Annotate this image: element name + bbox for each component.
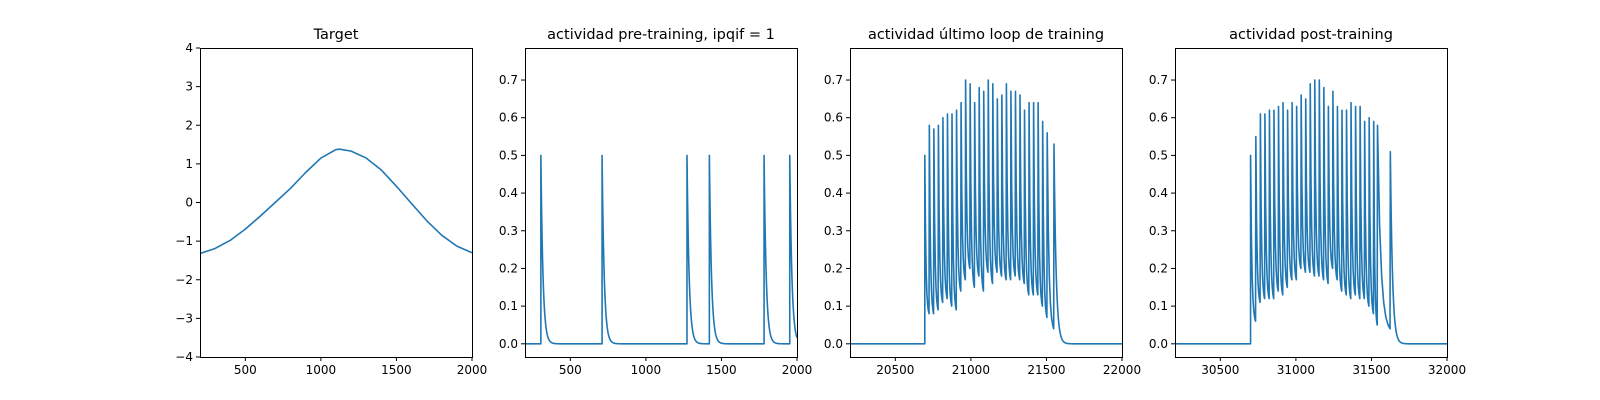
- x-tick-label: 22000: [1103, 363, 1141, 377]
- subplot-title: actividad post-training: [1229, 27, 1393, 43]
- x-tick-label: 32000: [1428, 363, 1466, 377]
- y-tick-label: −2: [175, 273, 193, 287]
- y-tick-label: 0.0: [499, 337, 518, 351]
- y-tick-label: 0.6: [499, 111, 518, 125]
- series-line: [525, 154, 797, 345]
- x-tick-label: 1500: [381, 363, 412, 377]
- y-tick-label: 0.1: [824, 299, 843, 313]
- y-tick-label: 0.0: [824, 337, 843, 351]
- y-tick-label: 0.4: [1149, 186, 1168, 200]
- y-tick-label: 0.7: [1149, 73, 1168, 87]
- y-tick-label: 0.2: [824, 261, 843, 275]
- subplot-target: Target 500 1000 1500 2000 −4 −3 −2 −1 0 1 2 3 4: [175, 27, 487, 377]
- y-tick-label: −3: [175, 311, 193, 325]
- series-line: [850, 79, 1122, 345]
- subplot-pre-training: actividad pre-training, ipqif = 1 500 100…: [499, 27, 812, 377]
- y-axis-ticks: −4 −3 −2 −1 0 1 2 3 4: [175, 41, 200, 364]
- subplot-title: actividad pre-training, ipqif = 1: [547, 27, 775, 43]
- y-tick-label: 0.6: [1149, 111, 1168, 125]
- y-tick-label: 0.0: [1149, 337, 1168, 351]
- y-tick-label: 0.5: [1149, 148, 1168, 162]
- y-axis-ticks: 0.0 0.1 0.2 0.3 0.4 0.5 0.6 0.7: [499, 73, 525, 351]
- y-tick-label: 0.1: [1149, 299, 1168, 313]
- y-tick-label: 2: [185, 118, 193, 132]
- y-tick-label: 0: [185, 196, 193, 210]
- y-tick-label: 0.3: [824, 224, 843, 238]
- x-axis-ticks: 500 1000 1500 2000: [234, 357, 487, 377]
- y-tick-label: 1: [185, 157, 193, 171]
- y-tick-label: 0.5: [824, 148, 843, 162]
- x-tick-label: 21000: [952, 363, 990, 377]
- y-tick-label: −1: [175, 234, 193, 248]
- y-tick-label: 0.6: [824, 111, 843, 125]
- y-axis-ticks: 0.0 0.1 0.2 0.3 0.4 0.5 0.6 0.7: [824, 73, 850, 351]
- plot-frame: [525, 48, 798, 358]
- x-axis-ticks: 20500 21000 21500 22000: [876, 357, 1141, 377]
- x-tick-label: 20500: [876, 363, 914, 377]
- subplot-last-training-loop: actividad último loop de training 20500 2…: [824, 27, 1141, 377]
- subplot-title: actividad último loop de training: [868, 27, 1104, 43]
- y-tick-label: 0.3: [499, 224, 518, 238]
- x-tick-label: 500: [559, 363, 582, 377]
- x-axis-ticks: 30500 31000 31500 32000: [1201, 357, 1466, 377]
- x-tick-label: 30500: [1201, 363, 1239, 377]
- x-tick-label: 1000: [631, 363, 662, 377]
- y-tick-label: 0.4: [824, 186, 843, 200]
- y-tick-label: 0.1: [499, 299, 518, 313]
- y-tick-label: −4: [175, 350, 193, 364]
- y-tick-label: 0.3: [1149, 224, 1168, 238]
- x-tick-label: 2000: [782, 363, 813, 377]
- y-tick-label: 0.7: [824, 73, 843, 87]
- x-tick-label: 1000: [306, 363, 337, 377]
- plot-frame: [1175, 48, 1448, 358]
- y-tick-label: 0.2: [1149, 261, 1168, 275]
- y-tick-label: 4: [185, 41, 193, 55]
- y-tick-label: 3: [185, 80, 193, 94]
- y-tick-label: 0.5: [499, 148, 518, 162]
- x-tick-label: 31000: [1277, 363, 1315, 377]
- series-line: [200, 148, 472, 255]
- plot-frame: [200, 48, 473, 358]
- x-tick-label: 1500: [706, 363, 737, 377]
- x-axis-ticks: 500 1000 1500 2000: [559, 357, 812, 377]
- y-tick-label: 0.4: [499, 186, 518, 200]
- y-axis-ticks: 0.0 0.1 0.2 0.3 0.4 0.5 0.6 0.7: [1149, 73, 1175, 351]
- subplot-title: Target: [313, 27, 359, 43]
- x-tick-label: 31500: [1352, 363, 1390, 377]
- subplot-post-training: actividad post-training 30500 31000 31500 3…: [1149, 27, 1466, 377]
- series-line: [1175, 79, 1447, 345]
- y-tick-label: 0.2: [499, 261, 518, 275]
- x-tick-label: 21500: [1027, 363, 1065, 377]
- x-tick-label: 500: [234, 363, 257, 377]
- x-tick-label: 2000: [457, 363, 488, 377]
- plot-frame: [850, 48, 1123, 358]
- y-tick-label: 0.7: [499, 73, 518, 87]
